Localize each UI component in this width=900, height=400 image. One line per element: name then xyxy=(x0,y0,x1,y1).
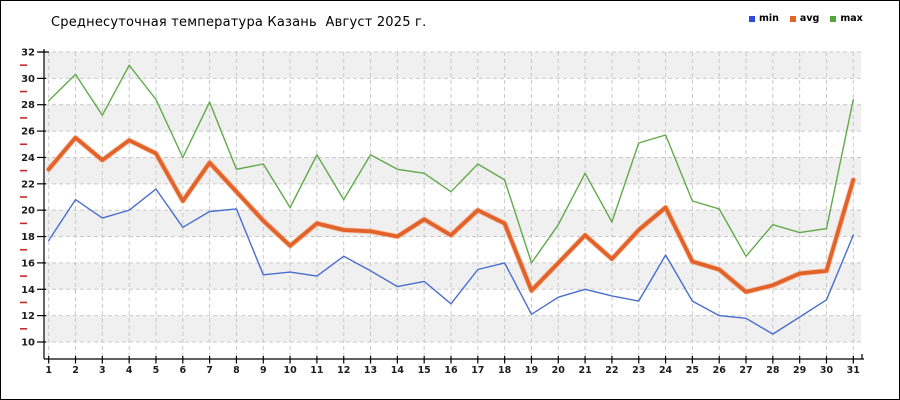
svg-text:22: 22 xyxy=(21,179,35,190)
svg-text:1: 1 xyxy=(45,365,52,376)
svg-text:4: 4 xyxy=(126,365,133,376)
svg-text:16: 16 xyxy=(444,365,458,376)
svg-text:14: 14 xyxy=(21,285,35,296)
svg-text:15: 15 xyxy=(418,365,431,376)
svg-text:24: 24 xyxy=(659,365,673,376)
svg-text:18: 18 xyxy=(498,365,512,376)
svg-text:30: 30 xyxy=(21,74,35,85)
svg-text:10: 10 xyxy=(283,365,297,376)
svg-text:9: 9 xyxy=(260,365,267,376)
svg-text:26: 26 xyxy=(713,365,727,376)
svg-text:26: 26 xyxy=(21,127,35,138)
svg-text:11: 11 xyxy=(310,365,323,376)
svg-text:7: 7 xyxy=(206,365,213,376)
legend-item-min[interactable]: min xyxy=(749,14,779,24)
svg-text:24: 24 xyxy=(21,153,35,164)
legend-label: min xyxy=(759,13,779,24)
legend-item-avg[interactable]: avg xyxy=(789,13,820,24)
svg-text:10: 10 xyxy=(21,338,35,349)
chart-title: Среднесуточная температура Казань Август… xyxy=(51,15,427,30)
legend: min avg max xyxy=(749,14,863,24)
svg-text:5: 5 xyxy=(153,365,160,376)
svg-text:17: 17 xyxy=(471,365,484,376)
legend-swatch-avg-icon xyxy=(789,15,796,22)
svg-text:19: 19 xyxy=(525,365,538,376)
svg-text:3: 3 xyxy=(99,365,106,376)
svg-text:12: 12 xyxy=(21,311,35,322)
svg-text:22: 22 xyxy=(605,365,618,376)
svg-text:23: 23 xyxy=(632,365,645,376)
svg-text:28: 28 xyxy=(21,100,35,111)
legend-swatch-min-icon xyxy=(749,15,755,22)
svg-text:18: 18 xyxy=(21,232,35,243)
legend-label: max xyxy=(840,13,863,24)
svg-text:29: 29 xyxy=(793,365,806,376)
svg-text:28: 28 xyxy=(766,365,780,376)
svg-text:8: 8 xyxy=(233,365,240,376)
svg-text:2: 2 xyxy=(72,365,79,376)
svg-text:14: 14 xyxy=(391,365,405,376)
legend-label: avg xyxy=(799,13,820,24)
svg-text:25: 25 xyxy=(686,365,699,376)
svg-text:16: 16 xyxy=(21,258,35,269)
svg-text:13: 13 xyxy=(364,365,377,376)
svg-text:6: 6 xyxy=(179,365,186,376)
legend-item-max[interactable]: max xyxy=(830,13,863,24)
legend-swatch-max-icon xyxy=(830,15,837,22)
svg-text:27: 27 xyxy=(739,365,752,376)
svg-text:20: 20 xyxy=(21,206,35,217)
svg-text:12: 12 xyxy=(337,365,350,376)
svg-text:31: 31 xyxy=(847,365,860,376)
svg-text:21: 21 xyxy=(578,365,591,376)
svg-text:30: 30 xyxy=(820,365,834,376)
svg-text:20: 20 xyxy=(552,365,566,376)
svg-text:32: 32 xyxy=(21,48,35,59)
